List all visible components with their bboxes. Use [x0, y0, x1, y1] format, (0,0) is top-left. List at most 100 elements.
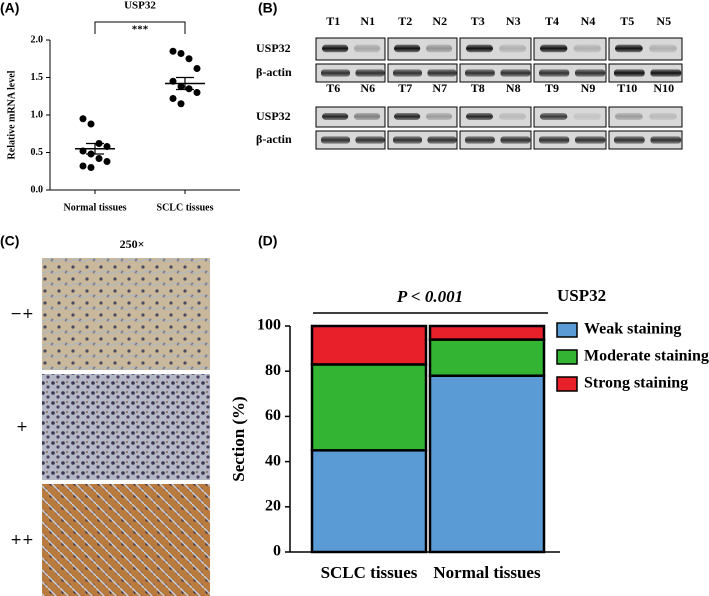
lane-label: T8: [471, 81, 485, 95]
band: [575, 136, 606, 144]
panel-label: (C): [0, 233, 19, 249]
data-point: [177, 83, 185, 90]
lane-label: N7: [432, 81, 447, 95]
blot-strip: [608, 63, 683, 83]
lane-label: T6: [326, 81, 340, 95]
x-tick-label: SCLC tissues: [321, 563, 418, 582]
panel-label: (B): [258, 0, 277, 16]
blot-strip: [387, 63, 458, 83]
bar-segment: [428, 324, 546, 341]
y-tick-label: 20: [265, 497, 281, 514]
band: [393, 69, 422, 77]
data-point: [95, 155, 103, 162]
band: [425, 113, 453, 120]
band: [393, 136, 422, 144]
band: [465, 136, 495, 144]
magnification: 250×: [120, 237, 145, 251]
band: [649, 44, 677, 53]
legend-title: USP32: [557, 286, 606, 305]
legend-label: Moderate staining: [584, 348, 709, 365]
data-point: [177, 100, 185, 108]
band: [650, 136, 682, 144]
band: [539, 136, 570, 144]
p-value-annotation: P < 0.001: [396, 287, 463, 306]
bar-segment: [310, 449, 428, 554]
blot-strip: [608, 106, 683, 128]
intensity-label: +: [16, 419, 28, 435]
error-bar: [86, 142, 104, 155]
band: [355, 69, 385, 77]
band: [465, 69, 495, 77]
bar-segment: [310, 324, 428, 366]
lane-label: N2: [432, 14, 447, 28]
data-point: [193, 89, 201, 96]
y-tick-label: 40: [265, 452, 281, 469]
data-point: [185, 85, 193, 93]
lane-label: N9: [581, 81, 596, 95]
legend-label: Strong staining: [584, 375, 688, 392]
legend-swatch: [556, 349, 578, 365]
y-axis-label: Section (%): [229, 396, 248, 481]
blot-strip: [387, 37, 458, 61]
intensity-label: −+: [10, 306, 33, 322]
lane-label: T10: [617, 81, 637, 95]
blot-strip: [315, 130, 386, 150]
x-tick-label: Normal tissues: [433, 563, 541, 582]
band: [499, 113, 527, 120]
y-tick-label: 0: [273, 543, 281, 560]
lane-label: T4: [545, 14, 559, 28]
legend-swatch: [556, 376, 578, 392]
band: [650, 69, 682, 77]
y-axis-label: Relative mRNA level: [6, 70, 17, 159]
lane-label: N4: [581, 14, 596, 28]
band: [573, 44, 601, 53]
band: [649, 113, 677, 120]
lane-label: N6: [360, 81, 375, 95]
band: [321, 69, 350, 77]
y-tick-label: 2.0: [31, 34, 44, 45]
band: [573, 113, 601, 120]
histology-image: [42, 484, 210, 596]
band: [427, 136, 457, 144]
lane-label: T3: [471, 14, 485, 28]
data-point: [193, 65, 201, 72]
data-point: [177, 50, 185, 57]
band: [322, 44, 349, 53]
data-point: [79, 162, 87, 170]
band: [394, 44, 421, 53]
blot-strip: [533, 106, 607, 128]
lane-label: N3: [506, 14, 521, 28]
band: [614, 69, 645, 77]
legend-swatch: [556, 322, 578, 338]
band: [615, 113, 643, 120]
panel-label: (A): [0, 0, 19, 16]
band: [394, 113, 421, 120]
lane-label: N8: [506, 81, 521, 95]
data-point: [169, 47, 177, 55]
x-tick-label: SCLC tissues: [157, 202, 214, 213]
band: [500, 136, 531, 144]
lane-label: N10: [653, 81, 674, 95]
blot-strip: [608, 37, 683, 61]
lane-label: T5: [620, 14, 634, 28]
band: [539, 69, 570, 77]
band: [466, 44, 493, 53]
row-label: USP32: [256, 41, 291, 55]
band: [499, 44, 527, 53]
blot-strip: [608, 130, 683, 150]
lane-label: N1: [360, 14, 375, 28]
band: [500, 69, 531, 77]
band: [353, 113, 381, 120]
data-point: [79, 115, 87, 123]
data-point: [87, 120, 95, 128]
blot-strip: [533, 37, 607, 61]
blot-strip: [459, 130, 532, 150]
chart-title: USP32: [124, 0, 156, 12]
blot-strip: [533, 130, 607, 150]
histology-image: [42, 258, 210, 370]
lane-label: T7: [398, 81, 412, 95]
y-tick-label: 100: [257, 317, 281, 334]
data-point: [185, 55, 193, 63]
lane-label: T2: [398, 14, 412, 28]
